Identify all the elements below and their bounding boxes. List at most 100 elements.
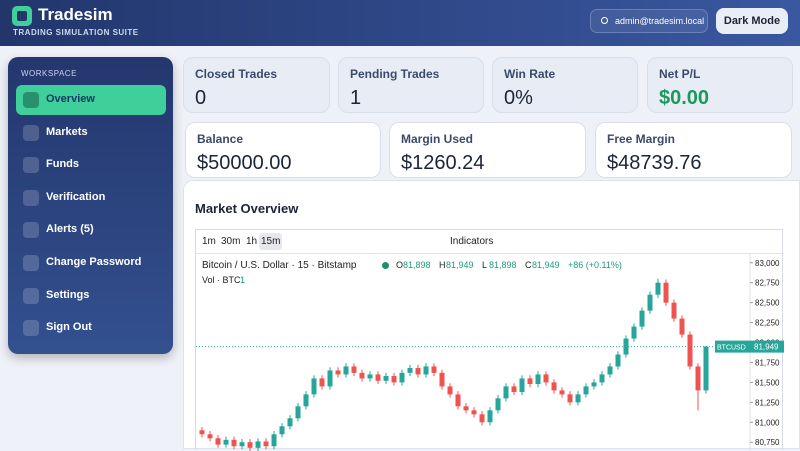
candle-body [687,334,693,367]
candle-body [551,382,557,391]
interval-button[interactable]: 30m [221,236,241,247]
y-tick-label: 81,500 [755,378,780,387]
sidebar: WORKSPACE Overview Markets Funds Verificati… [8,57,173,354]
candle-body [543,374,549,383]
nav-label: Sign Out [46,321,92,334]
y-tick-label: 80,750 [755,438,780,447]
candle-body [527,378,533,385]
app-subtitle: TRADING SIMULATION SUITE [13,28,139,37]
candle-body [399,372,405,383]
candle-body [383,376,389,381]
candle-body [295,406,301,419]
candle-body [679,318,685,335]
volume-value: 1 [240,275,246,285]
stat-label: Balance [197,132,244,146]
last-price-tag [715,340,750,353]
nav-item[interactable]: Verification [16,183,166,213]
toolbar-divider [196,253,784,254]
candle-body [623,338,629,355]
candle-body [351,366,357,373]
stat-label: Win Rate [504,67,556,81]
candle-body [519,378,525,392]
candle-body [231,439,237,447]
nav-item[interactable]: Change Password [16,248,166,278]
market-panel: Market Overview 1m 30m 1h 15m Indicators Bitc… [183,180,800,451]
candle-body [311,378,317,395]
nav-label: Overview [46,93,95,105]
candle-body [271,434,277,447]
indicators-button[interactable]: Indicators [450,236,494,247]
candle-body [535,374,541,385]
ohlc-value: 81,949 [446,260,474,270]
candle-body [567,394,573,403]
price-chart: 80,75081,00081,25081,50081,75082,00082,2… [196,254,784,451]
last-price-box [750,340,784,353]
candle-body [207,434,213,439]
candle-body [615,354,621,367]
nav-icon [23,189,39,206]
price-change: +86 (+0.11%) [568,260,622,270]
nav-item[interactable]: Markets [16,118,166,148]
candle-body [463,406,469,411]
stat-label: Net P/L [659,67,701,81]
stat-label: Closed Trades [195,67,278,81]
candle-body [663,282,669,303]
stat-value: $48739.76 [607,152,702,174]
candle-body [503,386,509,399]
candle-body [647,294,653,311]
stat-value: 1 [350,87,362,109]
nav-icon [23,255,39,271]
y-tick-label: 81,250 [755,398,780,407]
nav-icon [23,320,39,337]
candle-body [303,394,309,407]
candle-body [559,390,565,395]
nav-icon [23,124,39,141]
last-price-label: 81,949 [754,343,779,352]
nav-label: Funds [46,158,79,171]
nav-item[interactable]: Overview [16,85,166,115]
nav-label: Markets [46,125,88,138]
candle-body [327,370,333,387]
candle-body [287,418,293,427]
stat-card: Net P/L $0.00 [647,57,793,113]
stat-value: $1260.24 [401,152,485,174]
candle-body [591,382,597,387]
candle-body [199,430,205,435]
candle-body [599,374,605,383]
candle-body [319,378,325,387]
live-dot [382,262,389,269]
candle-body [239,442,245,447]
nav-label: Alerts (5) [46,223,94,236]
candle-body [215,438,221,445]
stat-card: Balance $50000.00 [185,122,381,178]
candle-body [431,366,437,373]
user-badge[interactable]: admin@tradesim.local [590,9,708,33]
nav-item[interactable]: Sign Out [16,313,166,343]
interval-button[interactable]: 1h [246,236,258,247]
candle-body [263,441,269,447]
ohlc-key: O [396,260,404,270]
nav-item[interactable]: Funds [16,150,166,180]
nav-item[interactable]: Alerts (5) [16,215,166,245]
ohlc-value: 81,898 [403,260,431,270]
y-tick-label: 81,750 [755,358,780,367]
stat-card: Free Margin $48739.76 [595,122,792,178]
candle-body [639,310,645,327]
candle-body [407,368,413,373]
candle-body [423,366,429,375]
nav-icon [23,92,39,108]
stat-card: Win Rate 0% [492,57,638,113]
y-tick-label: 82,750 [755,279,780,288]
candle-body [439,372,445,387]
nav-item[interactable]: Settings [16,281,166,311]
candle-body [655,282,661,295]
candle-body [247,442,253,448]
interval-button[interactable]: 15m [259,233,283,250]
nav-icon [23,157,39,174]
candle-body [447,386,453,395]
interval-button[interactable]: 1m [202,236,216,247]
nav-label: Settings [46,288,90,301]
stat-label: Free Margin [607,132,676,146]
theme-button[interactable]: Dark Mode [716,8,788,34]
